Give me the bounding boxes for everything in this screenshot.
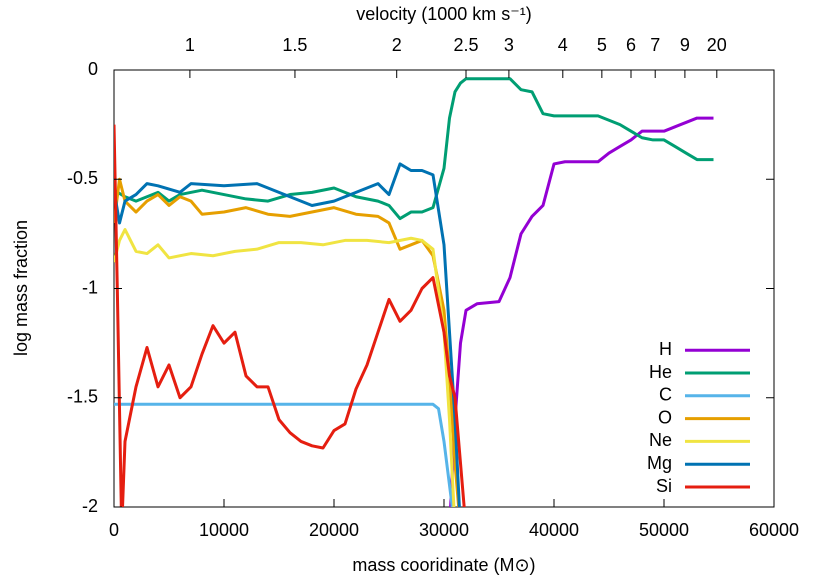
series-line bbox=[114, 402, 454, 507]
x2-tick-label: 1.5 bbox=[282, 35, 307, 55]
x-tick-label: 10000 bbox=[199, 520, 249, 540]
x2-tick-label: 6 bbox=[626, 35, 636, 55]
x2-tick-label: 4 bbox=[558, 35, 568, 55]
x-tick-label: 40000 bbox=[529, 520, 579, 540]
lines bbox=[114, 77, 714, 507]
x2-axis-label: velocity (1000 km s⁻¹) bbox=[356, 4, 532, 24]
x2-tick-label: 2 bbox=[392, 35, 402, 55]
legend-label: C bbox=[659, 385, 672, 405]
y-tick-label: -1 bbox=[82, 277, 98, 297]
x2-tick-label: 2.5 bbox=[453, 35, 478, 55]
x-axis-label: mass cooridinate (M⊙) bbox=[352, 555, 535, 575]
legend-label: Ne bbox=[649, 430, 672, 450]
series-line bbox=[114, 124, 466, 507]
x2-tick-label: 7 bbox=[650, 35, 660, 55]
y-tick-label: -0.5 bbox=[67, 168, 98, 188]
legend-label: O bbox=[658, 407, 672, 427]
x2-tick-label: 20 bbox=[707, 35, 727, 55]
y-tick-label: -2 bbox=[82, 496, 98, 516]
x-tick-label: 60000 bbox=[749, 520, 799, 540]
series-line bbox=[114, 177, 461, 507]
y-tick-label: -1.5 bbox=[67, 387, 98, 407]
series-line bbox=[114, 228, 456, 507]
x2-tick-label: 3 bbox=[504, 35, 514, 55]
legend-label: Si bbox=[656, 476, 672, 496]
x-tick-label: 0 bbox=[109, 520, 119, 540]
x2-tick-label: 5 bbox=[597, 35, 607, 55]
legend-label: H bbox=[659, 339, 672, 359]
x-tick-label: 30000 bbox=[419, 520, 469, 540]
y-tick-label: 0 bbox=[88, 59, 98, 79]
x2-tick-label: 1 bbox=[185, 35, 195, 55]
x-tick-label: 20000 bbox=[309, 520, 359, 540]
y-axis-label: log mass fraction bbox=[11, 220, 31, 356]
legend-label: Mg bbox=[647, 453, 672, 473]
series-line bbox=[114, 77, 714, 221]
x-tick-label: 50000 bbox=[639, 520, 689, 540]
series-line bbox=[114, 162, 461, 507]
series-line bbox=[449, 116, 714, 507]
x2-tick-label: 9 bbox=[680, 35, 690, 55]
legend-label: He bbox=[649, 362, 672, 382]
